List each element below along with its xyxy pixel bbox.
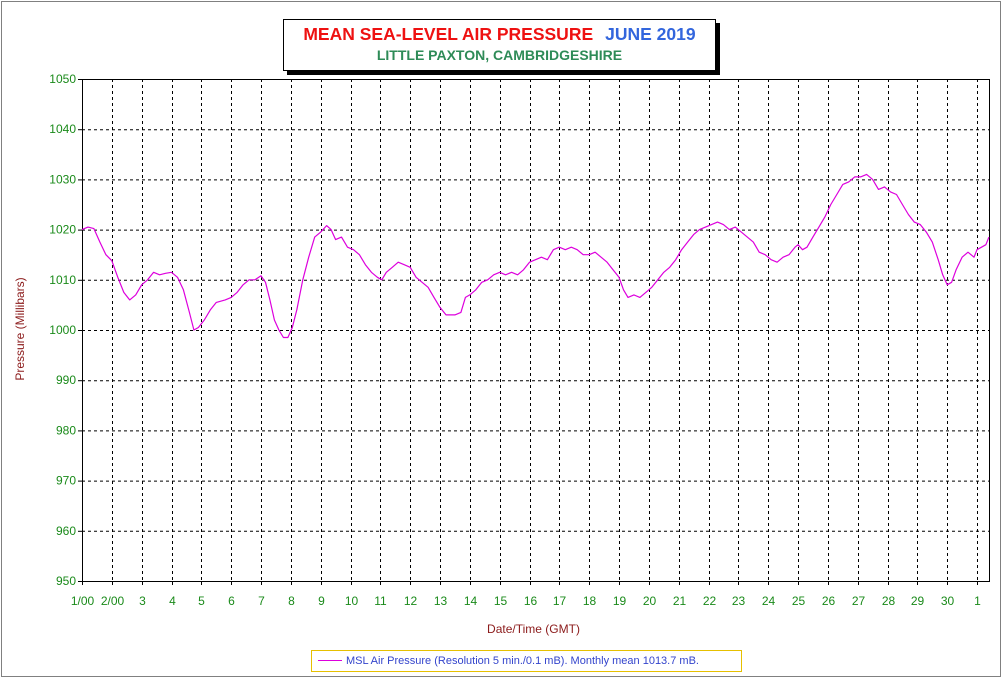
x-tick-label: 16 [524, 594, 538, 608]
y-tick-label: 1030 [49, 172, 76, 186]
y-tick-label: 1040 [49, 122, 76, 136]
x-tick-label: 2/00 [101, 594, 125, 608]
x-tick-label: 7 [258, 594, 265, 608]
x-tick-label: 11 [374, 594, 387, 608]
series-line-msl-pressure [81, 173, 990, 339]
y-tick-label: 1020 [49, 223, 76, 237]
y-tick-label: 970 [56, 474, 76, 488]
y-tick-label: 1000 [49, 323, 76, 337]
x-tick-label: 23 [732, 594, 746, 608]
x-tick-label: 25 [792, 594, 806, 608]
x-tick-label: 30 [941, 594, 955, 608]
x-tick-label: 28 [882, 594, 896, 608]
x-tick-label: 27 [852, 594, 866, 608]
x-tick-label: 8 [288, 594, 295, 608]
title-box: MEAN SEA-LEVEL AIR PRESSURE JUNE 2019 LIT… [283, 19, 716, 71]
chart-subtitle: LITTLE PAXTON, CAMBRIDGESHIRE [376, 47, 623, 63]
x-tick-label: 18 [583, 594, 597, 608]
x-tick-label: 22 [703, 594, 717, 608]
x-tick-label: 10 [345, 594, 359, 608]
plot-border [82, 79, 990, 582]
x-tick-label: 20 [643, 594, 657, 608]
legend-swatch [318, 659, 342, 661]
x-tick-label: 14 [464, 594, 478, 608]
legend-label: MSL Air Pressure (Resolution 5 min./0.1 … [346, 655, 699, 667]
x-tick-label: 15 [494, 594, 508, 608]
x-tick-label: 6 [228, 594, 235, 608]
x-tick-label: 1 [974, 594, 981, 608]
y-tick-label: 1050 [49, 72, 76, 86]
x-tick-label: 4 [169, 594, 176, 608]
y-tick-label: 950 [56, 574, 76, 588]
x-tick-label: 1/00 [71, 594, 95, 608]
y-tick-label: 990 [56, 373, 76, 387]
x-axis-title: Date/Time (GMT) [487, 622, 580, 636]
x-tick-label: 24 [762, 594, 776, 608]
legend: MSL Air Pressure (Resolution 5 min./0.1 … [311, 650, 742, 672]
chart-title-period: JUNE 2019 [605, 24, 696, 44]
y-tick-label: 1010 [49, 273, 76, 287]
x-tick-label: 5 [198, 594, 205, 608]
x-tick-label: 17 [553, 594, 567, 608]
y-tick-label: 980 [56, 423, 76, 437]
x-tick-label: 3 [139, 594, 146, 608]
y-tick-label: 960 [56, 524, 76, 538]
x-tick-label: 13 [434, 594, 448, 608]
x-tick-label: 26 [822, 594, 836, 608]
chart-title: MEAN SEA-LEVEL AIR PRESSURE [303, 24, 594, 44]
x-tick-label: 9 [318, 594, 325, 608]
x-tick-label: 29 [911, 594, 925, 608]
x-tick-label: 21 [673, 594, 687, 608]
x-tick-label: 19 [613, 594, 627, 608]
y-axis-title: Pressure (Millibars) [13, 277, 27, 380]
x-tick-label: 12 [404, 594, 418, 608]
